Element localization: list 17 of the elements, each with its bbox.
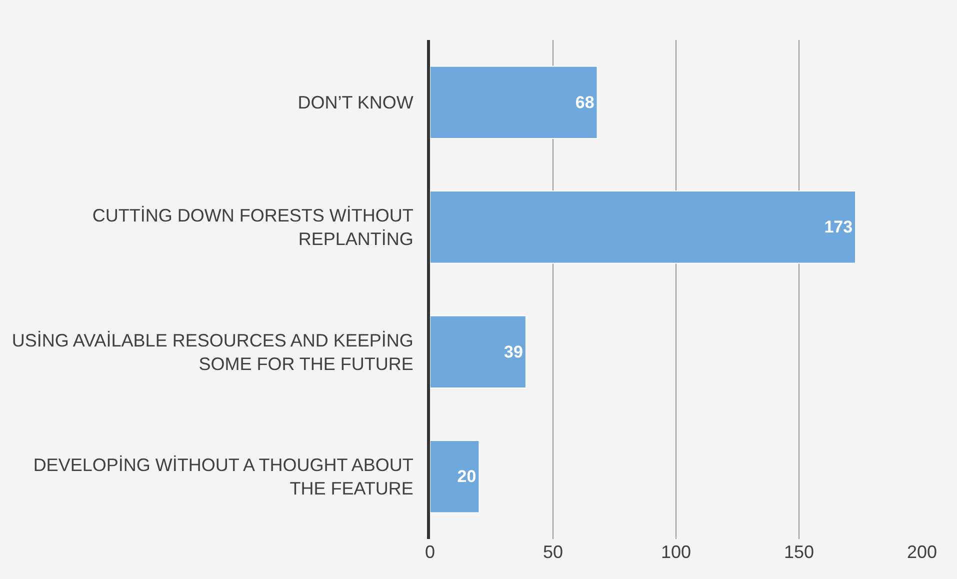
- y-tick-label: CUTTİNG DOWN FORESTS WİTHOUT REPLANTİNG: [92, 206, 414, 250]
- bar: [430, 440, 480, 514]
- bar: [430, 66, 598, 140]
- y-tick-label: USİNG AVAİLABLE RESOURCES AND KEEPİNG SOME FOR THE FUTURE: [12, 330, 414, 374]
- x-tick-label: 150: [784, 542, 814, 562]
- y-tick-label: DEVELOPİNG WİTHOUT A THOUGHT ABOUT THE FEATURE: [33, 455, 414, 499]
- data-label: 39: [504, 342, 523, 362]
- x-tick-label: 0: [424, 542, 436, 562]
- bar: [430, 315, 526, 389]
- data-label: 68: [575, 92, 594, 112]
- data-label: 173: [824, 218, 853, 237]
- bar: [430, 190, 856, 264]
- x-tick-label: 200: [906, 542, 938, 562]
- y-tick-label: DON’T KNOW: [298, 92, 414, 113]
- x-tick-label: 50: [542, 542, 564, 562]
- data-label: 20: [457, 467, 476, 486]
- x-tick-label: 100: [660, 542, 692, 562]
